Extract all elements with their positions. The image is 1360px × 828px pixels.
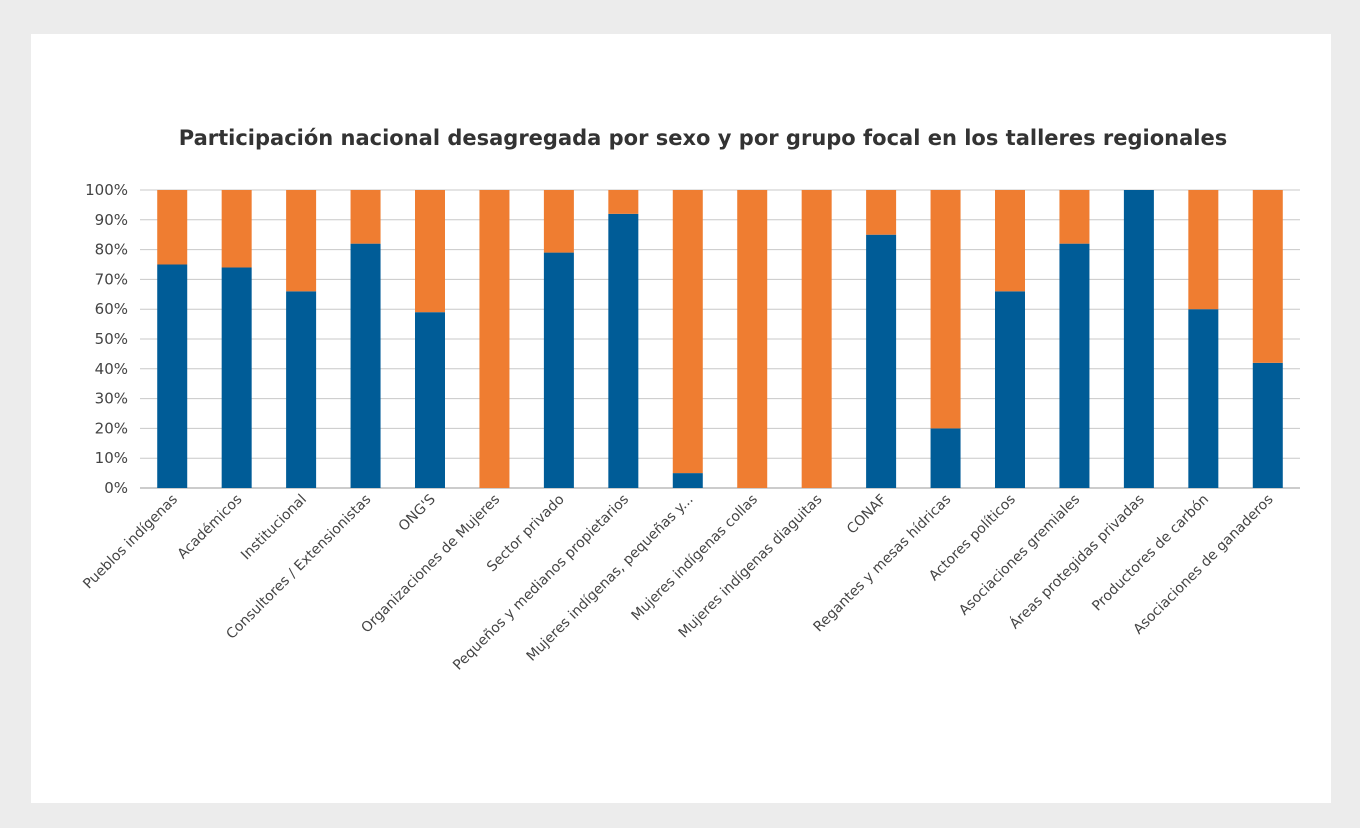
bar-segment-series-1 bbox=[1059, 243, 1090, 488]
bar-segment-series-2 bbox=[157, 190, 188, 265]
bar-segment-series-2 bbox=[672, 190, 703, 474]
y-tick-label: 70% bbox=[95, 270, 128, 288]
category-label: Institucional bbox=[238, 492, 310, 564]
chart-title: Participación nacional desagregada por s… bbox=[178, 126, 1228, 150]
y-tick-label: 50% bbox=[95, 330, 128, 348]
category-label: Mujeres indígenas diaguitas bbox=[676, 492, 826, 642]
bar-segment-series-2 bbox=[801, 190, 832, 488]
bar-segment-series-2 bbox=[1252, 190, 1283, 363]
bar-segment-series-2 bbox=[608, 190, 639, 214]
bar-segment-series-1 bbox=[1123, 190, 1154, 488]
bar-segment-series-1 bbox=[1252, 362, 1283, 488]
category-label: Asociaciones gremiales bbox=[956, 492, 1083, 619]
bar-segment-series-2 bbox=[286, 190, 317, 292]
bar-segment-series-1 bbox=[350, 243, 381, 488]
bar-segment-series-2 bbox=[995, 190, 1025, 292]
y-tick-label: 10% bbox=[95, 449, 128, 467]
bar-segment-series-2 bbox=[221, 190, 252, 268]
bar-segment-series-1 bbox=[286, 291, 317, 488]
bar-segment-series-2 bbox=[479, 190, 510, 488]
bar-segment-series-1 bbox=[221, 267, 252, 488]
y-tick-label: 40% bbox=[95, 360, 128, 378]
category-label: Regantes y mesas hídricas bbox=[811, 492, 955, 636]
bar-segment-series-2 bbox=[737, 190, 768, 488]
bar-segment-series-2 bbox=[930, 190, 961, 429]
y-tick-label: 60% bbox=[95, 300, 128, 318]
category-label: Áreas protegidas privadas bbox=[1006, 491, 1147, 632]
category-label: Organizaciones de Mujeres bbox=[358, 492, 503, 637]
bar-segment-series-2 bbox=[543, 190, 574, 253]
bar-segment-series-2 bbox=[1059, 190, 1090, 244]
bar-segment-series-2 bbox=[1188, 190, 1219, 310]
bar-segment-series-1 bbox=[415, 312, 445, 488]
category-label: Consultores / Extensionistas bbox=[223, 492, 374, 643]
bar-segment-series-2 bbox=[415, 190, 445, 313]
y-tick-label: 80% bbox=[95, 241, 128, 259]
bar-segment-series-2 bbox=[350, 190, 381, 244]
bar-segment-series-1 bbox=[995, 291, 1025, 488]
y-tick-label: 30% bbox=[95, 390, 128, 408]
category-label: Asociaciones de ganaderos bbox=[1130, 492, 1276, 638]
bar-segment-series-1 bbox=[608, 213, 639, 488]
bar-segment-series-1 bbox=[866, 234, 897, 488]
y-tick-label: 100% bbox=[85, 181, 128, 199]
bar-segment-series-1 bbox=[672, 473, 703, 488]
y-tick-label: 90% bbox=[95, 211, 128, 229]
category-label: Académicos bbox=[175, 492, 246, 563]
bar-segment-series-1 bbox=[930, 428, 961, 488]
category-label: Productores de carbón bbox=[1089, 492, 1212, 615]
bar-segment-series-1 bbox=[1188, 309, 1219, 488]
category-label: CONAF bbox=[844, 492, 890, 538]
y-tick-label: 20% bbox=[95, 419, 128, 437]
bar-segment-series-2 bbox=[866, 190, 897, 235]
category-label: Pueblos indígenas bbox=[80, 492, 181, 593]
y-tick-label: 0% bbox=[104, 479, 128, 497]
bar-segment-series-1 bbox=[543, 252, 574, 488]
category-label: Mujeres indígenas collas bbox=[629, 492, 762, 625]
category-label: ONG'S bbox=[396, 491, 439, 534]
bar-segment-series-1 bbox=[157, 264, 188, 488]
